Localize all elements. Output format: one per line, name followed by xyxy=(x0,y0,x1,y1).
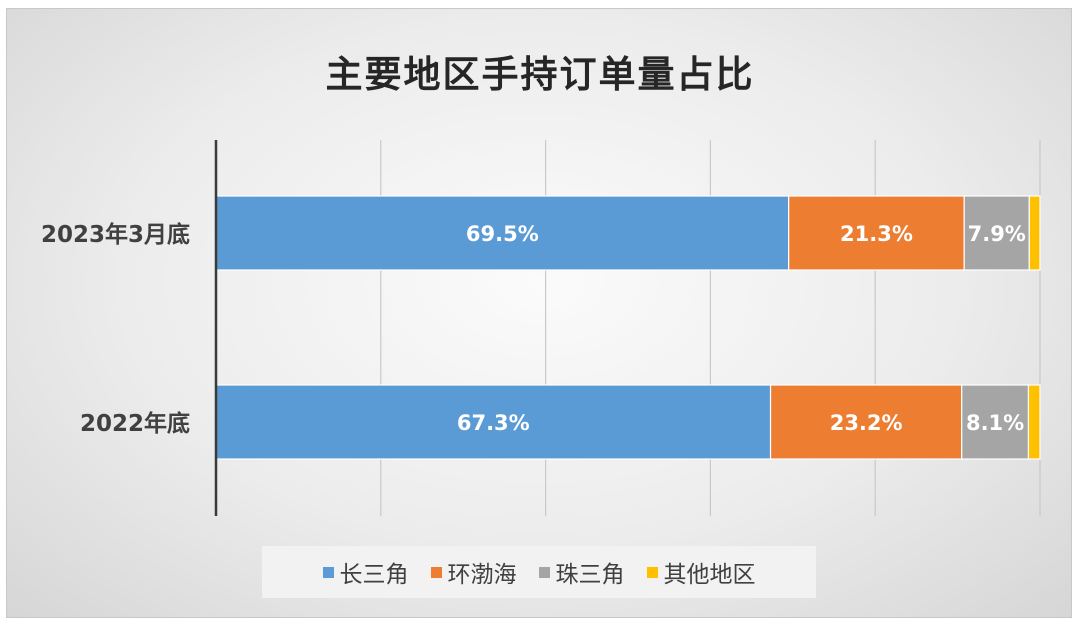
legend-label: 环渤海 xyxy=(447,562,517,588)
bar-环渤海-0 xyxy=(788,195,965,271)
data-label: 8.1% xyxy=(966,411,1024,435)
data-label: 67.3% xyxy=(457,411,530,435)
bar-其他地区-1 xyxy=(1027,384,1041,460)
data-label: 21.3% xyxy=(840,222,913,246)
data-label: 69.5% xyxy=(466,222,539,246)
bar-其他地区-0 xyxy=(1028,195,1041,271)
category-label: 2023年3月底 xyxy=(41,221,190,248)
legend-label: 珠三角 xyxy=(555,562,625,588)
legend-item: 珠三角 xyxy=(538,555,625,589)
legend-swatch xyxy=(430,566,442,578)
legend-swatch xyxy=(538,566,550,578)
legend-label: 长三角 xyxy=(339,562,409,588)
chart-legend: 长三角 环渤海 珠三角 其他地区 xyxy=(262,546,816,598)
chart-frame xyxy=(6,8,1072,618)
legend-swatch xyxy=(646,566,658,578)
chart-title: 主要地区手持订单量占比 xyxy=(325,53,755,96)
data-label: 23.2% xyxy=(830,411,903,435)
data-label: 7.9% xyxy=(968,222,1026,246)
legend-item: 环渤海 xyxy=(430,555,517,589)
bar-环渤海-1 xyxy=(769,384,963,460)
legend-label: 其他地区 xyxy=(663,562,756,588)
bar-珠三角-1 xyxy=(961,384,1030,460)
legend-item: 长三角 xyxy=(322,555,409,589)
category-label: 2022年底 xyxy=(80,410,190,437)
legend-item: 其他地区 xyxy=(646,555,756,589)
bar-长三角-0 xyxy=(215,195,790,271)
legend-swatch xyxy=(322,566,334,578)
